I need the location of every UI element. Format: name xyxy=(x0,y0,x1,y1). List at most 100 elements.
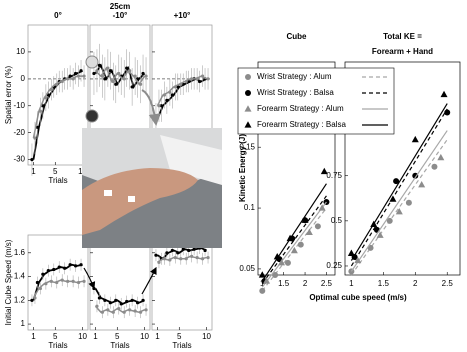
x-tick-label: 5 xyxy=(177,332,182,341)
x-tick-label: 2 xyxy=(303,279,308,288)
y-axis-label: Spatial error (%) xyxy=(4,66,13,125)
series-line xyxy=(94,66,146,86)
y-tick-label: -20 xyxy=(13,128,25,137)
data-point xyxy=(395,208,403,215)
y-tick-label: 0.25 xyxy=(326,261,342,270)
arrow xyxy=(141,89,161,126)
data-point xyxy=(63,266,67,270)
y-tick-label: 0.75 xyxy=(326,171,342,180)
data-point xyxy=(203,248,207,253)
panel-title: Cube xyxy=(287,32,308,41)
y-tick-label: 0.1 xyxy=(244,203,256,212)
data-point xyxy=(184,79,188,84)
data-point xyxy=(44,282,48,286)
data-point xyxy=(38,109,43,113)
data-point xyxy=(117,71,121,76)
data-point xyxy=(111,79,115,84)
data-point xyxy=(92,71,96,76)
series-line xyxy=(156,77,207,120)
data-point xyxy=(272,272,279,278)
data-point xyxy=(273,252,281,260)
data-point xyxy=(122,77,126,81)
y-tick-label: 1.4 xyxy=(14,272,26,281)
icon-light xyxy=(85,55,99,69)
arrows xyxy=(83,89,161,295)
legend-marker xyxy=(244,121,252,128)
data-point xyxy=(320,167,328,175)
data-point xyxy=(73,264,78,268)
data-point xyxy=(108,301,112,305)
photo-hand xyxy=(82,168,198,235)
data-point xyxy=(347,249,355,256)
data-point xyxy=(35,280,40,285)
data-point xyxy=(103,77,107,81)
data-point xyxy=(128,308,132,312)
x-tick-label: 10 xyxy=(140,332,149,341)
photo-panel xyxy=(160,135,222,185)
data-point xyxy=(30,298,34,302)
data-point xyxy=(286,234,294,242)
legend-label: Forearm Strategy : Balsa xyxy=(257,120,346,129)
fit-line xyxy=(261,201,327,288)
data-point xyxy=(114,82,118,86)
y-tick-label: 1.2 xyxy=(14,295,26,304)
y-tick-label: 1.6 xyxy=(14,248,26,257)
data-point xyxy=(55,280,59,285)
panel-frame xyxy=(257,61,336,276)
photo-marker xyxy=(104,190,112,196)
panel-title: +10° xyxy=(174,11,191,20)
y-tick-label: 0 xyxy=(21,74,26,83)
x-tick-label: 1 xyxy=(155,332,160,341)
data-point xyxy=(95,69,99,73)
data-point xyxy=(187,248,191,253)
panel-frame xyxy=(27,24,89,166)
data-point xyxy=(55,82,59,86)
panel-frame xyxy=(344,61,461,276)
panel-frame xyxy=(89,234,151,331)
fit-line xyxy=(350,103,448,261)
x-axis-label: Trials xyxy=(172,341,191,350)
data-point xyxy=(76,280,81,285)
panel-title: 0° xyxy=(54,11,62,20)
data-point xyxy=(318,204,326,211)
data-point xyxy=(60,79,64,84)
data-point xyxy=(263,277,271,284)
data-point xyxy=(179,82,183,86)
data-point xyxy=(437,153,445,161)
data-point xyxy=(195,77,199,81)
data-point xyxy=(305,228,313,235)
data-point xyxy=(165,251,169,255)
x-tick-label: 1.5 xyxy=(378,279,390,288)
data-point xyxy=(168,90,172,94)
y-tick-label: 0.5 xyxy=(331,216,343,225)
x-axis-label: Trials xyxy=(48,176,67,185)
data-point xyxy=(258,271,266,278)
data-point xyxy=(206,77,210,81)
data-point xyxy=(159,104,164,108)
data-point xyxy=(79,263,83,267)
data-point xyxy=(30,158,34,162)
data-point xyxy=(114,298,118,302)
x-tick-label: 1 xyxy=(31,332,36,341)
data-point xyxy=(354,256,362,264)
fit-line xyxy=(350,108,448,267)
x-tick-label: 5 xyxy=(53,332,58,341)
data-point xyxy=(128,69,132,73)
data-point xyxy=(130,85,134,89)
fit-line xyxy=(261,183,327,282)
data-point xyxy=(168,258,172,262)
data-point xyxy=(117,307,121,311)
data-point xyxy=(138,310,143,314)
y-tick-label: -30 xyxy=(13,155,25,164)
panel-title: Total KE = xyxy=(383,32,422,41)
data-point xyxy=(79,69,83,73)
data-point xyxy=(144,308,148,312)
data-point xyxy=(100,74,105,78)
data-point xyxy=(68,74,72,78)
data-point xyxy=(49,88,53,92)
plots: Spatial error (%) 25cm 0° -30 -20 -10 0 10 1 5 10 T… xyxy=(4,2,461,350)
data-point xyxy=(170,93,174,97)
data-point xyxy=(190,77,194,81)
y-axis-label: Kinetic Energy (J) xyxy=(238,134,247,202)
data-point xyxy=(181,247,185,251)
